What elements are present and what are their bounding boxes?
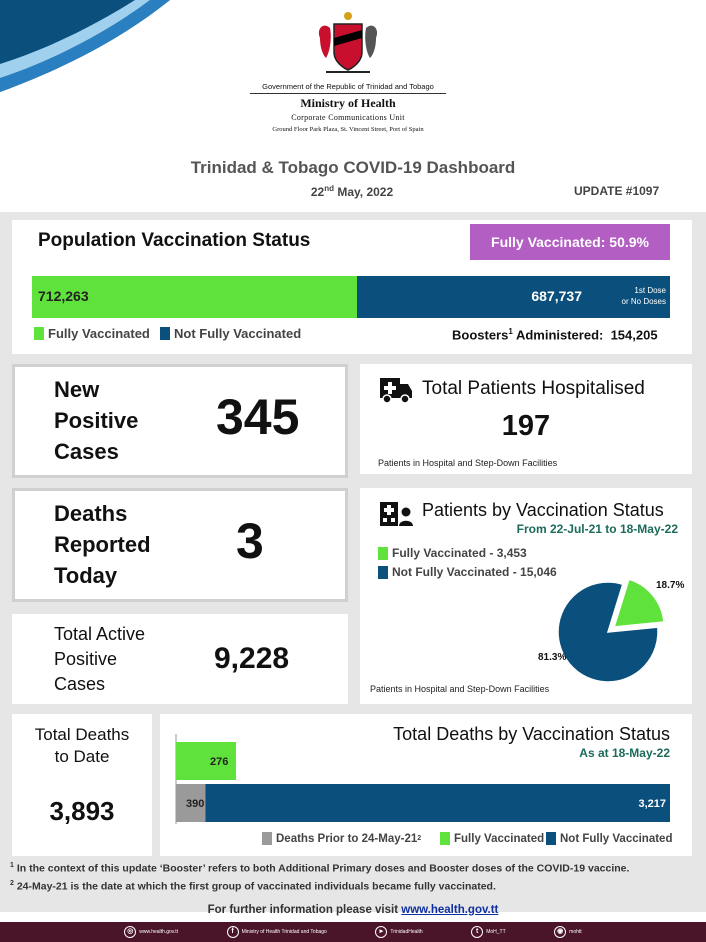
further-info: For further information please visit www… bbox=[207, 904, 499, 916]
not-fully-vaccinated-value: 687,737 bbox=[531, 288, 582, 304]
bar-not-fully-vaccinated bbox=[205, 784, 670, 822]
hospital-people-icon bbox=[380, 502, 413, 526]
health-website-link[interactable]: www.health.gov.tt bbox=[401, 904, 499, 916]
dose-note: 1st Dose or No Doses bbox=[621, 286, 666, 306]
social-youtube[interactable]: ▸ TrinidadHealth bbox=[375, 926, 423, 938]
new-cases-value: 345 bbox=[216, 389, 300, 445]
bar-label-fully-vaccinated: 276 bbox=[210, 756, 228, 768]
bar-label-deaths-prior: 390 bbox=[186, 798, 204, 810]
vaccination-status-card: Population Vaccination Status Fully Vacc… bbox=[12, 220, 692, 354]
total-deaths-card: Total Deaths to Date 3,893 bbox=[12, 714, 152, 856]
green-square-icon bbox=[34, 327, 44, 340]
twitter-icon: t bbox=[471, 926, 484, 938]
social-bar: ◎ www.health.gov.tt f Ministry of Health T… bbox=[0, 922, 706, 942]
fully-vaccinated-segment: 712,263 bbox=[32, 276, 357, 318]
deaths-reported-today-card: Deaths Reported Today 3 bbox=[12, 488, 348, 602]
vaccination-bar: 712,263 687,737 1st Dose or No Doses bbox=[32, 276, 670, 318]
not-fully-vaccinated-segment: 687,737 1st Dose or No Doses bbox=[357, 276, 670, 318]
hospitalised-note: Patients in Hospital and Step-Down Facil… bbox=[378, 458, 558, 468]
legend-deaths-fully: Fully Vaccinated bbox=[440, 832, 544, 845]
boosters-value: 154,205 bbox=[610, 327, 658, 343]
bar-deaths-prior bbox=[176, 784, 206, 822]
deaths-bar-chart: 276 390 3,217 bbox=[175, 734, 670, 824]
update-number: UPDATE #1097 bbox=[574, 184, 660, 198]
legend-not-fully-vaccinated: Not Fully Vaccinated bbox=[160, 326, 301, 341]
pie-label-not-fully: 81.3% bbox=[538, 652, 567, 663]
header-swoosh-graphic bbox=[0, 0, 170, 92]
active-cases-label: Total Active Positive Cases bbox=[54, 624, 146, 694]
address: Ground Floor Park Plaza, St. Vincent Str… bbox=[272, 126, 424, 133]
page-title: Trinidad & Tobago COVID-19 Dashboard bbox=[190, 158, 516, 177]
blue-square-icon bbox=[160, 327, 170, 340]
pie-slice-not-fully-vaccinated bbox=[557, 581, 659, 683]
youtube-icon: ▸ bbox=[375, 926, 388, 938]
pvs-legend-not-fully: Not Fully Vaccinated - 15,046 bbox=[378, 565, 557, 579]
facebook-icon: f bbox=[226, 926, 239, 938]
bar-fully-vaccinated bbox=[176, 742, 236, 780]
hospitalised-title: Total Patients Hospitalised bbox=[422, 378, 645, 399]
unit-name: Corporate Communications Unit bbox=[291, 113, 405, 122]
social-instagram[interactable]: ◉ mohtt bbox=[554, 926, 582, 938]
new-cases-label: New Positive Cases bbox=[54, 377, 139, 464]
total-deaths-label: Total Deaths to Date bbox=[34, 725, 130, 766]
deaths-by-vax-title: Total Deaths by Vaccination Status bbox=[393, 724, 670, 744]
deaths-by-vax-subtitle: As at 18-May-22 bbox=[579, 746, 670, 760]
fully-vaccinated-value: 712,263 bbox=[38, 288, 89, 304]
active-cases-value: 9,228 bbox=[214, 642, 290, 675]
gray-square-icon bbox=[262, 832, 272, 845]
deaths-today-value: 3 bbox=[236, 513, 264, 569]
pie-label-fully: 18.7% bbox=[656, 580, 685, 591]
pie-chart bbox=[557, 578, 665, 683]
blue-square-icon bbox=[378, 565, 388, 579]
legend-deaths-not-fully: Not Fully Vaccinated bbox=[546, 832, 672, 845]
footnote-1: 1 In the context of this update ‘Booster… bbox=[10, 862, 630, 875]
social-web[interactable]: ◎ www.health.gov.tt bbox=[124, 926, 178, 938]
green-square-icon bbox=[440, 832, 450, 845]
pvs-note: Patients in Hospital and Step-Down Facil… bbox=[370, 684, 550, 694]
ambulance-icon bbox=[380, 378, 412, 404]
pvs-subtitle: From 22-Jul-21 to 18-May-22 bbox=[516, 522, 678, 536]
instagram-icon: ◉ bbox=[554, 926, 567, 938]
total-hospitalised-card: Total Patients Hospitalised 197 Patients… bbox=[360, 364, 692, 474]
web-icon: ◎ bbox=[124, 926, 137, 938]
ministry-name: Ministry of Health bbox=[300, 96, 396, 110]
coat-of-arms-icon bbox=[318, 12, 378, 73]
social-twitter[interactable]: t MoH_TT bbox=[471, 926, 506, 938]
deaths-today-label: Deaths Reported Today bbox=[54, 501, 151, 588]
government-line: Government of the Republic of Trinidad a… bbox=[250, 82, 446, 94]
legend-deaths-prior: Deaths Prior to 24-May-21 2 bbox=[262, 832, 421, 845]
legend-fully-vaccinated: Fully Vaccinated bbox=[34, 326, 150, 341]
social-facebook[interactable]: f Ministry of Health Trinidad and Tobago bbox=[226, 926, 327, 938]
total-active-cases-card: Total Active Positive Cases 9,228 bbox=[12, 614, 348, 704]
pvs-legend-fully: Fully Vaccinated - 3,453 bbox=[378, 546, 527, 560]
pie-slice-fully-vaccinated bbox=[613, 578, 665, 628]
hospitalised-value: 197 bbox=[501, 410, 551, 442]
blue-square-icon bbox=[546, 832, 556, 845]
deaths-by-vaccination-card: Total Deaths by Vaccination Status As at… bbox=[160, 714, 692, 856]
boosters-administered: Boosters1 Administered: 154,205 bbox=[452, 327, 658, 343]
vaccination-title: Population Vaccination Status bbox=[38, 230, 311, 251]
footnote-2: 2 24-May-21 is the date at which the fir… bbox=[10, 880, 496, 893]
bar-label-not-fully-vaccinated: 3,217 bbox=[638, 798, 666, 810]
fully-vaccinated-badge: Fully Vaccinated: 50.9% bbox=[470, 224, 670, 260]
total-deaths-value: 3,893 bbox=[49, 796, 115, 826]
pvs-title: Patients by Vaccination Status bbox=[422, 500, 664, 520]
new-positive-cases-card: New Positive Cases 345 bbox=[12, 364, 348, 478]
report-date: 22nd May, 2022 bbox=[310, 184, 394, 199]
patients-by-vaccination-card: Patients by Vaccination Status From 22-J… bbox=[360, 488, 692, 704]
green-square-icon bbox=[378, 546, 388, 560]
